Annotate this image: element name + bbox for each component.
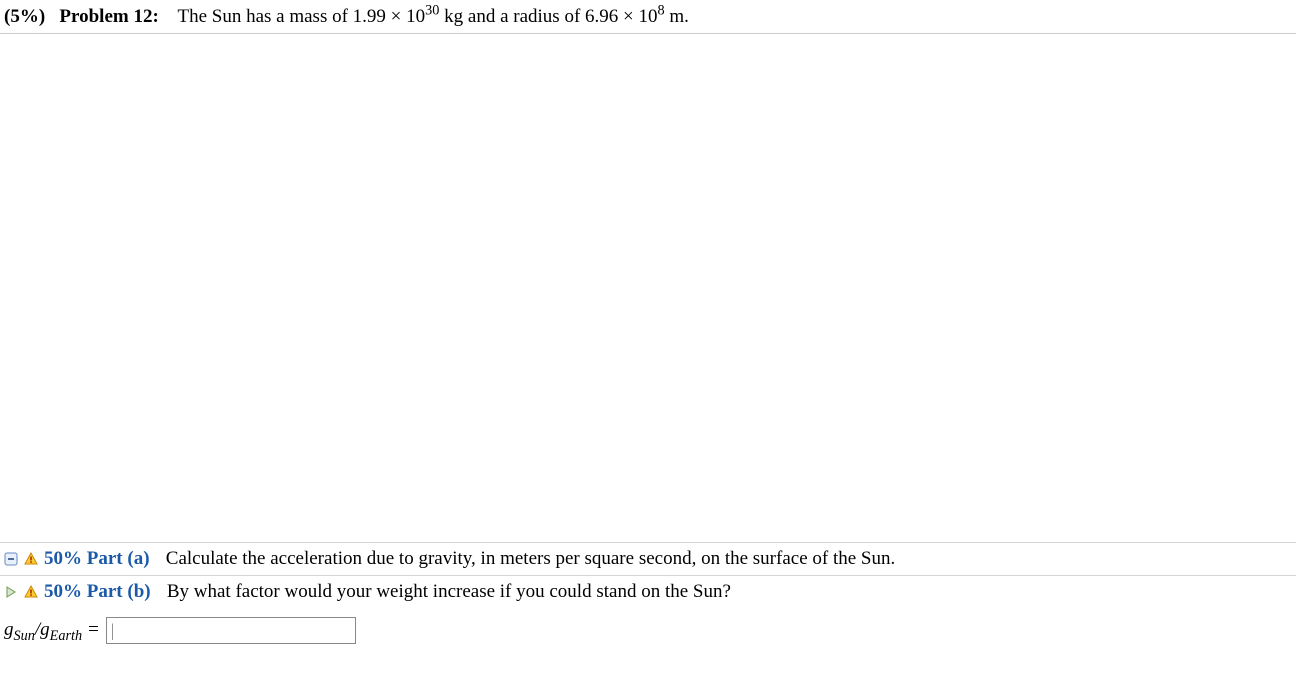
- part-a-text: Calculate the acceleration due to gravit…: [166, 548, 895, 569]
- part-b-row[interactable]: 50% Part (b) By what factor would your w…: [0, 575, 1296, 609]
- answer-input[interactable]: [106, 617, 356, 644]
- content-spacer: [0, 34, 1296, 542]
- warning-icon: [24, 552, 38, 566]
- problem-statement: (5%) Problem 12: The Sun has a mass of 1…: [4, 4, 1292, 31]
- answer-label: gSun/gEarth =: [4, 619, 100, 641]
- warning-icon: [24, 585, 38, 599]
- part-a-row[interactable]: 50% Part (a) Calculate the acceleration …: [0, 542, 1296, 576]
- problem-text: The Sun has a mass of 1.99 × 1030 kg and…: [177, 6, 688, 27]
- problem-weight: (5%): [4, 6, 45, 27]
- part-b-text: By what factor would your weight increas…: [167, 581, 731, 602]
- expand-icon[interactable]: [4, 585, 18, 599]
- part-a-label: 50% Part (a): [44, 548, 150, 569]
- collapse-icon[interactable]: [4, 552, 18, 566]
- problem-header: (5%) Problem 12: The Sun has a mass of 1…: [0, 0, 1296, 34]
- problem-label: Problem 12:: [59, 6, 158, 27]
- answer-row: gSun/gEarth =: [0, 609, 1296, 648]
- part-b-label: 50% Part (b): [44, 581, 151, 602]
